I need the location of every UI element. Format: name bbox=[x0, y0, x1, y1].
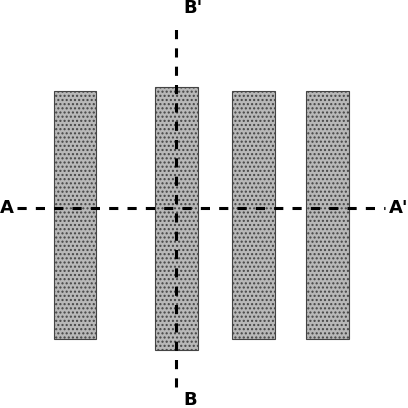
Text: A': A' bbox=[389, 199, 408, 217]
Text: B: B bbox=[184, 390, 197, 408]
Bar bbox=[54, 91, 96, 339]
Text: B': B' bbox=[184, 0, 203, 18]
Bar bbox=[155, 87, 197, 350]
Bar bbox=[306, 91, 348, 339]
Bar bbox=[233, 91, 275, 339]
Text: A: A bbox=[0, 199, 13, 217]
